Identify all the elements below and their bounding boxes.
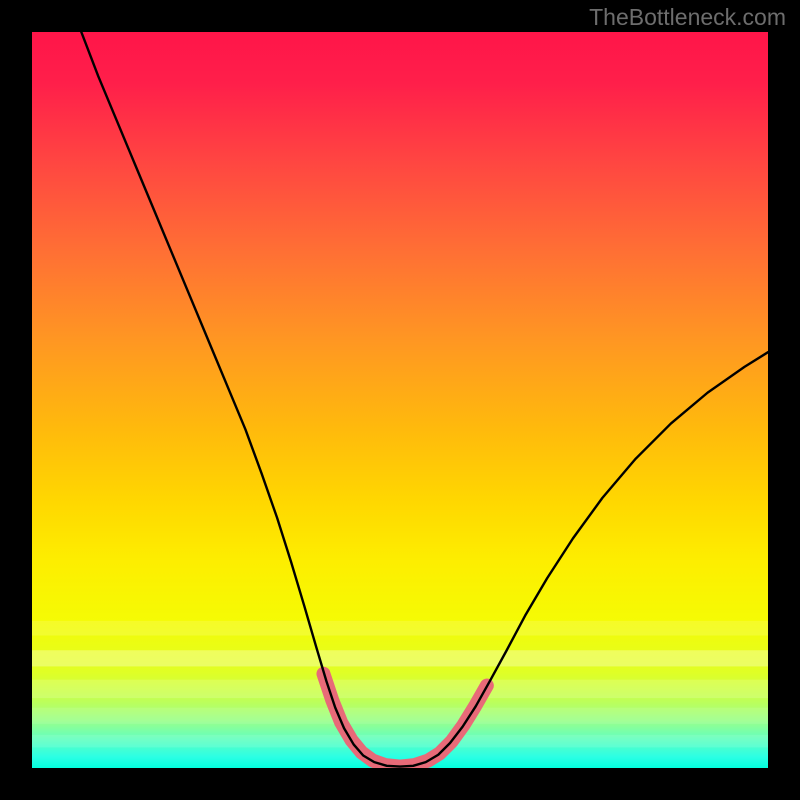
chart-svg	[0, 0, 800, 800]
watermark-text: TheBottleneck.com	[589, 4, 786, 31]
chart-canvas: { "watermark": { "text": "TheBottleneck.…	[0, 0, 800, 800]
